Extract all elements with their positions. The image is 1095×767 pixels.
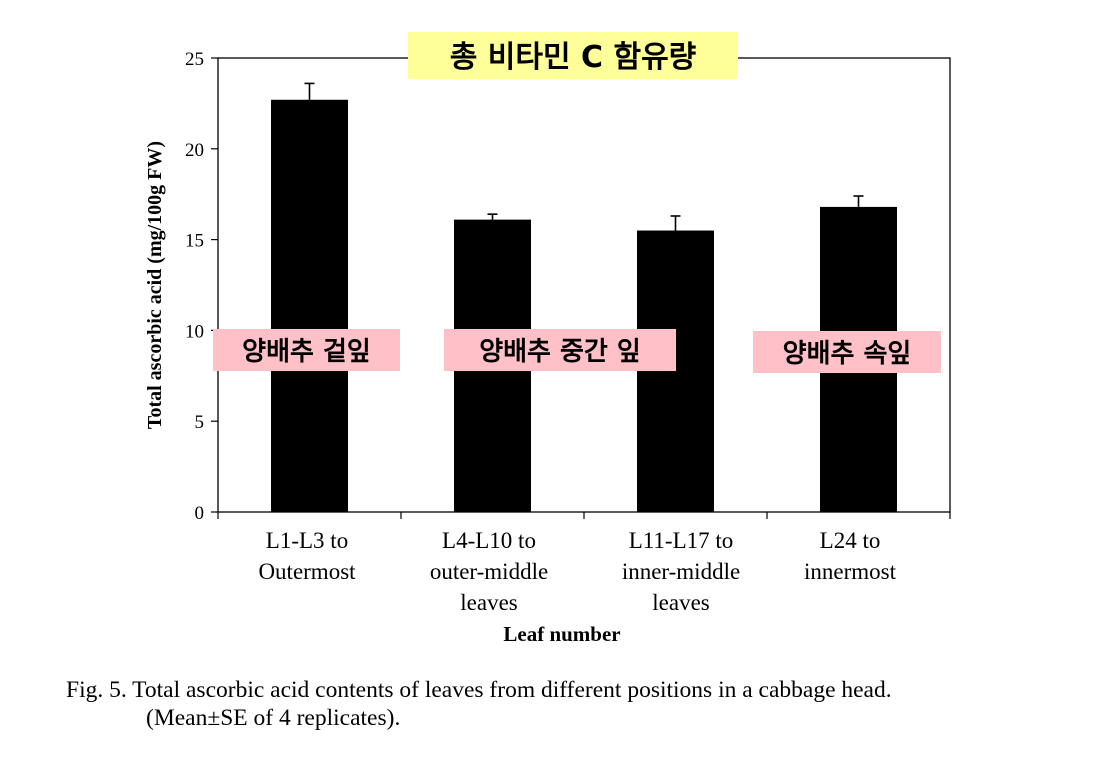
y-axis-title: Total ascorbic acid (mg/100g FW) <box>144 141 166 429</box>
y-tick-label: 15 <box>185 231 204 252</box>
bar-label-highlight <box>753 331 941 373</box>
x-category-label: L4-L10 to outer-middle leaves <box>430 528 548 615</box>
figure-caption: Fig. 5. Total ascorbic acid contents of … <box>66 676 1076 732</box>
bar-label-highlight <box>444 329 676 371</box>
bar <box>637 230 714 512</box>
x-category-label: L11-L17 to inner-middle leaves <box>622 528 740 615</box>
x-category-label: L24 to innermost <box>804 528 897 584</box>
bar <box>271 99 348 512</box>
caption-line-1: Fig. 5. Total ascorbic acid contents of … <box>66 677 892 703</box>
y-tick-label: 10 <box>185 321 204 342</box>
bar-annotation-label: 양배추 중간 잎 <box>479 337 641 367</box>
bar-annotation-label: 양배추 속잎 <box>783 339 912 369</box>
x-axis-title: Leaf number <box>503 622 620 646</box>
y-tick-label: 5 <box>195 412 205 433</box>
bar-annotation-label: 양배추 겉잎 <box>242 337 371 367</box>
chart-title: 총 비타민 C 함유량 <box>450 40 697 75</box>
y-tick-label: 20 <box>185 140 204 161</box>
y-tick-label: 0 <box>195 503 205 524</box>
x-category-label: L1-L3 to Outermost <box>258 528 356 584</box>
y-tick-label: 25 <box>185 49 204 70</box>
bar-label-highlight <box>213 329 400 371</box>
caption-line-2: (Mean±SE of 4 replicates). <box>146 705 401 731</box>
title-highlight <box>408 32 738 79</box>
chart-bars <box>271 82 897 513</box>
chart-axes: 0 5 10 15 20 25 Total ascorbic acid (mg/100g F… <box>144 49 951 646</box>
